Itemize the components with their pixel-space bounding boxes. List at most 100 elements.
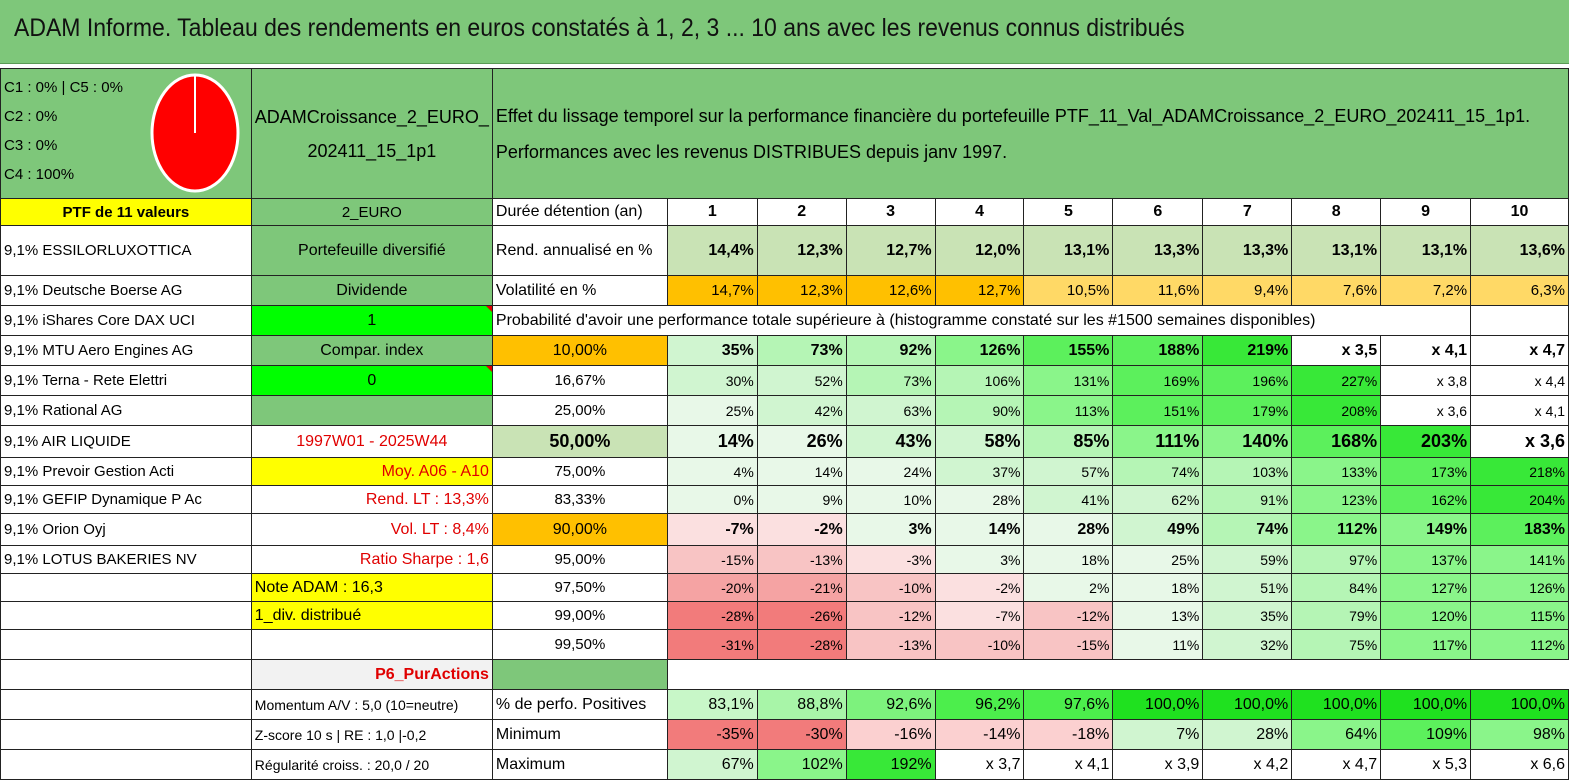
probability-value[interactable]: 126% [1470,573,1569,602]
probability-level[interactable]: 16,67% [491,365,668,396]
probability-value[interactable]: -7% [934,601,1025,630]
holding-name[interactable]: 9,1% Prevoir Gestion Acti [0,457,252,486]
probability-value[interactable]: 18% [1023,545,1114,574]
maximum-value[interactable]: x 4,2 [1202,749,1293,780]
probability-level[interactable]: 97,50% [491,573,668,602]
maximum-value[interactable]: 192% [845,749,936,780]
probability-value[interactable]: 35% [1202,601,1293,630]
probability-value[interactable]: 57% [1023,457,1114,486]
rend-lt-label[interactable]: Rend. LT : 13,3% [250,485,493,514]
probability-value[interactable]: 131% [1023,365,1114,396]
probability-value[interactable]: 9% [756,485,847,514]
probability-value[interactable]: 30% [666,365,758,396]
probability-value[interactable]: 28% [1023,513,1114,546]
probability-value[interactable]: -2% [756,513,847,546]
diversified-label[interactable]: Portefeuille diversifié [250,225,493,276]
empty-cell[interactable] [0,629,252,660]
maximum-value[interactable]: 102% [756,749,847,780]
vol-value[interactable]: 12,6% [845,275,936,306]
probability-value[interactable]: 103% [1202,457,1293,486]
probability-value[interactable]: -20% [666,573,758,602]
empty-cell[interactable] [667,660,1568,690]
probability-value[interactable]: 35% [666,335,758,366]
probability-value[interactable]: x 4,7 [1470,335,1569,366]
dividend-label[interactable]: Dividende [250,275,493,306]
note-adam[interactable]: Note ADAM : 16,3 [250,573,493,602]
rend-value[interactable]: 13,1% [1380,225,1472,276]
probability-value[interactable]: x 3,5 [1291,335,1382,366]
holding-name[interactable]: 9,1% iShares Core DAX UCI [0,305,252,336]
probability-value[interactable]: 120% [1380,601,1472,630]
positive-value[interactable]: 100,0% [1470,689,1569,720]
probability-value[interactable]: 111% [1112,425,1204,458]
year-header[interactable]: 10 [1470,198,1569,226]
maximum-label[interactable]: Maximum [491,749,668,780]
holding-name[interactable]: 9,1% Deutsche Boerse AG [0,275,252,306]
p6-label[interactable]: P6_PurActions [250,659,493,690]
year-header[interactable]: 8 [1291,198,1382,226]
probability-value[interactable]: 52% [756,365,847,396]
empty-cell[interactable] [0,749,252,780]
probability-value[interactable]: 149% [1380,513,1472,546]
sharpe-label[interactable]: Ratio Sharpe : 1,6 [250,545,493,574]
probability-value[interactable]: -12% [1023,601,1114,630]
holding-name[interactable]: 9,1% LOTUS BAKERIES NV [0,545,252,574]
probability-value[interactable]: 74% [1112,457,1204,486]
holding-name[interactable]: 9,1% Terna - Rete Elettri [0,365,252,396]
probability-value[interactable]: -28% [756,629,847,660]
year-header[interactable]: 3 [845,198,936,226]
probability-value[interactable]: 26% [756,425,847,458]
vol-value[interactable]: 9,4% [1202,275,1293,306]
probability-value[interactable]: 112% [1291,513,1382,546]
probability-level[interactable]: 75,00% [491,457,668,486]
probability-title[interactable]: Probabilité d'avoir une performance tota… [491,305,1471,336]
probability-level[interactable]: 95,00% [491,545,668,574]
vol-label[interactable]: Volatilité en % [491,275,668,306]
vol-value[interactable]: 6,3% [1470,275,1569,306]
probability-value[interactable]: -2% [934,573,1025,602]
probability-value[interactable]: -15% [1023,629,1114,660]
holding-name[interactable]: 9,1% AIR LIQUIDE [0,425,252,458]
positive-value[interactable]: 100,0% [1202,689,1293,720]
rend-value[interactable]: 12,0% [934,225,1025,276]
probability-value[interactable]: 127% [1380,573,1472,602]
rend-value[interactable]: 13,1% [1291,225,1382,276]
compar-index-label[interactable]: Compar. index [250,335,493,366]
probability-value[interactable]: 14% [666,425,758,458]
vol-value[interactable]: 11,6% [1112,275,1204,306]
minimum-value[interactable]: -16% [845,719,936,750]
probability-value[interactable]: -15% [666,545,758,574]
maximum-value[interactable]: x 3,9 [1112,749,1204,780]
probability-value[interactable]: 32% [1202,629,1293,660]
rend-value[interactable]: 13,1% [1023,225,1114,276]
holding-name[interactable]: 9,1% MTU Aero Engines AG [0,335,252,366]
probability-value[interactable]: 155% [1023,335,1114,366]
probability-value[interactable]: 2% [1023,573,1114,602]
probability-value[interactable]: 49% [1112,513,1204,546]
probability-level[interactable]: 90,00% [491,513,668,546]
minimum-value[interactable]: -35% [666,719,758,750]
probability-value[interactable]: x 3,8 [1380,365,1472,396]
empty-cell[interactable] [0,719,252,750]
probability-value[interactable]: 169% [1112,365,1204,396]
empty-cell[interactable] [0,601,252,630]
probability-value[interactable]: x 4,1 [1380,335,1472,366]
probability-value[interactable]: 75% [1291,629,1382,660]
probability-value[interactable]: 51% [1202,573,1293,602]
probability-value[interactable]: 10% [845,485,936,514]
probability-level[interactable]: 99,50% [491,629,668,660]
probability-value[interactable]: 203% [1380,425,1472,458]
vol-value[interactable]: 7,6% [1291,275,1382,306]
year-header[interactable]: 2 [756,198,847,226]
empty-cell[interactable] [0,573,252,602]
minimum-label[interactable]: Minimum [491,719,668,750]
minimum-value[interactable]: 7% [1112,719,1204,750]
maximum-value[interactable]: x 4,1 [1023,749,1114,780]
rend-value[interactable]: 12,7% [845,225,936,276]
positive-value[interactable]: 100,0% [1380,689,1472,720]
probability-value[interactable]: -3% [845,545,936,574]
minimum-value[interactable]: 98% [1470,719,1569,750]
probability-value[interactable]: 43% [845,425,936,458]
probability-value[interactable]: 79% [1291,601,1382,630]
probability-value[interactable]: 162% [1380,485,1472,514]
